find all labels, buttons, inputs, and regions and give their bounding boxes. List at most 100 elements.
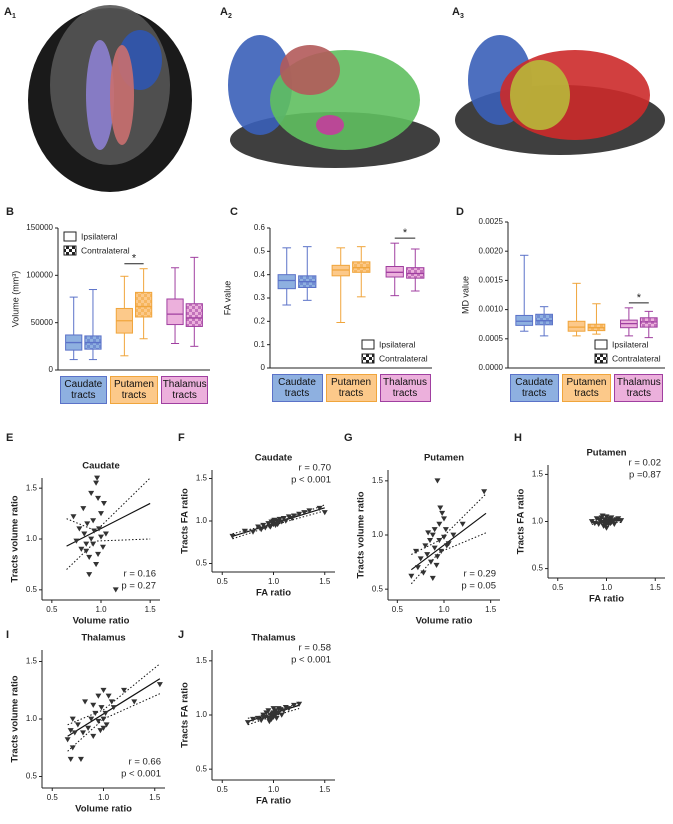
point bbox=[420, 570, 427, 576]
stat-label: p = 0.05 bbox=[461, 581, 496, 592]
point bbox=[93, 562, 100, 568]
category-label: Putamen tracts bbox=[110, 376, 158, 404]
point bbox=[83, 541, 90, 547]
category-label: Thalamus tracts bbox=[379, 374, 431, 402]
point bbox=[442, 527, 449, 533]
panel-label: J bbox=[178, 629, 184, 641]
point bbox=[91, 528, 98, 534]
point bbox=[90, 702, 97, 708]
legend-swatch bbox=[594, 353, 608, 364]
x-tick-label: 1.5 bbox=[149, 793, 161, 802]
y-tick-label: 0.5 bbox=[196, 764, 208, 773]
panel-label: F bbox=[178, 432, 185, 444]
point bbox=[274, 710, 281, 716]
x-tick-label: 1.5 bbox=[485, 605, 497, 614]
point bbox=[274, 522, 281, 528]
x-axis-label: Volume ratio bbox=[75, 804, 132, 815]
point bbox=[291, 702, 297, 708]
x-tick-label: 1.0 bbox=[268, 785, 280, 794]
brain-structure bbox=[510, 60, 570, 130]
point bbox=[102, 710, 109, 716]
point bbox=[131, 699, 138, 705]
image-label: A bbox=[220, 6, 228, 18]
point bbox=[96, 526, 103, 532]
point bbox=[413, 548, 419, 554]
y-tick-label: 1.0 bbox=[196, 710, 208, 719]
y-tick-label: 1.0 bbox=[532, 517, 544, 526]
point bbox=[296, 701, 303, 707]
category-label: Thalamus tracts bbox=[160, 376, 209, 404]
x-tick-label: 0.5 bbox=[217, 785, 229, 794]
point bbox=[260, 714, 267, 720]
panel-label: D bbox=[456, 206, 464, 218]
point bbox=[321, 510, 328, 516]
x-axis-label: FA ratio bbox=[589, 594, 624, 605]
point bbox=[603, 514, 610, 520]
point bbox=[98, 511, 104, 517]
significance-mark: * bbox=[132, 253, 137, 265]
x-tick-label: 1.0 bbox=[438, 605, 450, 614]
point bbox=[425, 530, 432, 536]
point bbox=[603, 520, 610, 526]
point bbox=[408, 573, 415, 579]
chart-title: Caudate bbox=[82, 461, 119, 472]
box bbox=[185, 303, 203, 327]
legend-swatch bbox=[361, 339, 375, 350]
brain-structure bbox=[86, 40, 114, 150]
legend-label: Contralateral bbox=[379, 353, 428, 363]
point bbox=[588, 519, 595, 525]
chart-title: Putamen bbox=[424, 453, 464, 464]
y-tick-label: 0.2 bbox=[254, 316, 266, 325]
point bbox=[278, 519, 285, 525]
legend-swatch bbox=[361, 353, 375, 364]
significance-mark: * bbox=[637, 292, 642, 304]
point bbox=[69, 716, 76, 722]
point bbox=[431, 527, 438, 533]
box bbox=[166, 298, 184, 326]
y-tick-label: 1.0 bbox=[196, 516, 208, 525]
point bbox=[599, 513, 606, 519]
stat-label: r = 0.58 bbox=[299, 643, 331, 654]
y-tick-label: 1.5 bbox=[196, 656, 208, 665]
point bbox=[436, 521, 443, 527]
ci-lower bbox=[67, 693, 161, 752]
point bbox=[615, 516, 622, 522]
point bbox=[95, 693, 102, 699]
point bbox=[83, 548, 90, 554]
point bbox=[431, 545, 438, 551]
stat-label: r = 0.16 bbox=[124, 569, 156, 580]
stat-label: p =0.87 bbox=[629, 470, 661, 481]
stat-label: p < 0.001 bbox=[291, 475, 331, 486]
point bbox=[112, 587, 119, 593]
point bbox=[250, 716, 256, 723]
category-label: Putamen tracts bbox=[325, 374, 377, 402]
point bbox=[86, 554, 93, 560]
point bbox=[459, 521, 466, 527]
point bbox=[100, 501, 107, 507]
point bbox=[98, 534, 104, 540]
y-axis-label: Tracts FA ratio bbox=[516, 488, 527, 554]
point bbox=[241, 528, 248, 534]
box bbox=[277, 274, 296, 290]
point bbox=[102, 531, 109, 537]
point bbox=[414, 565, 421, 571]
box bbox=[567, 320, 586, 332]
point bbox=[433, 562, 440, 569]
y-tick-label: 1.5 bbox=[26, 483, 38, 492]
box bbox=[515, 314, 534, 326]
point bbox=[95, 551, 102, 557]
y-tick-label: 100000 bbox=[26, 270, 53, 279]
y-tick-label: 0.0000 bbox=[479, 363, 504, 372]
point bbox=[595, 521, 602, 528]
y-tick-label: 1.5 bbox=[372, 476, 384, 485]
point bbox=[258, 527, 265, 533]
y-tick-label: 0.3 bbox=[254, 293, 266, 302]
point bbox=[86, 572, 93, 578]
legend-swatch bbox=[594, 339, 608, 350]
y-tick-label: 150000 bbox=[26, 223, 53, 232]
image-label: A bbox=[4, 6, 12, 18]
x-tick-label: 0.5 bbox=[217, 577, 229, 586]
point bbox=[95, 718, 102, 724]
point bbox=[439, 510, 446, 517]
